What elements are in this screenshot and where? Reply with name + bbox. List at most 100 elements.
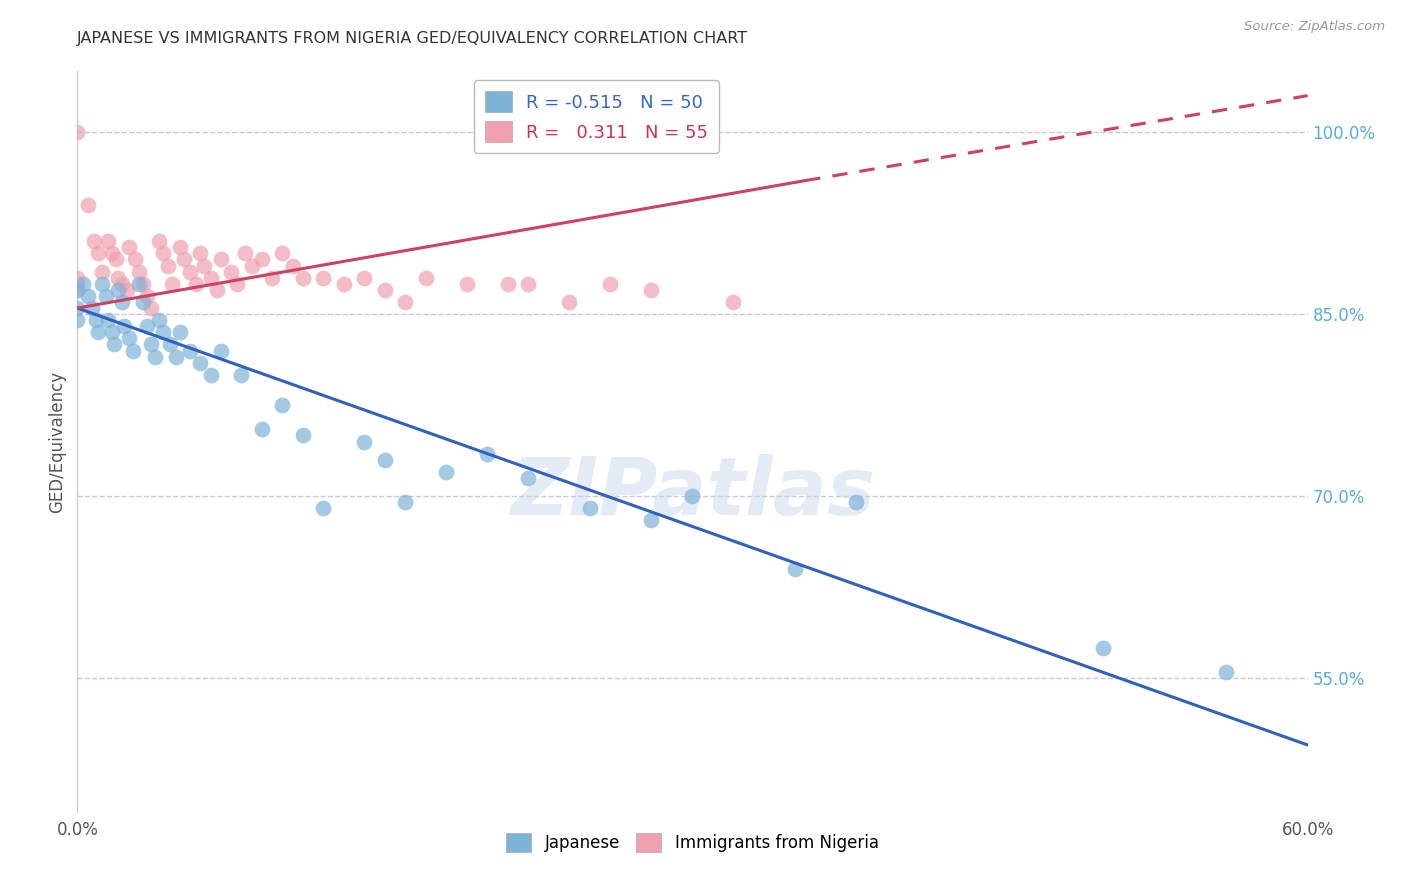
Point <box>394 295 416 310</box>
Point <box>101 246 124 260</box>
Point <box>72 277 94 291</box>
Point <box>599 277 621 291</box>
Point <box>132 295 155 310</box>
Point <box>845 495 868 509</box>
Point <box>333 277 356 291</box>
Point <box>169 326 191 340</box>
Point <box>186 277 208 291</box>
Point <box>117 331 139 345</box>
Point <box>394 495 416 509</box>
Point <box>66 283 89 297</box>
Point <box>353 270 375 285</box>
Point <box>111 277 134 291</box>
Y-axis label: GED/Equivalency: GED/Equivalency <box>48 370 66 513</box>
Point <box>87 326 110 340</box>
Point <box>128 277 150 291</box>
Point <box>250 252 273 267</box>
Point <box>80 301 103 315</box>
Point <box>90 265 114 279</box>
Point <box>271 398 294 412</box>
Point <box>97 313 120 327</box>
Point <box>374 452 396 467</box>
Point <box>281 259 304 273</box>
Point <box>262 270 284 285</box>
Point <box>90 277 114 291</box>
Point <box>141 301 163 315</box>
Point <box>152 246 174 260</box>
Text: ZIPatlas: ZIPatlas <box>510 454 875 533</box>
Point <box>188 356 212 370</box>
Point <box>640 513 662 527</box>
Point <box>76 289 98 303</box>
Point <box>83 234 105 248</box>
Point <box>496 277 519 291</box>
Point <box>124 252 146 267</box>
Point <box>101 326 124 340</box>
Point <box>84 313 107 327</box>
Point <box>188 246 212 260</box>
Point <box>115 283 138 297</box>
Point <box>193 259 215 273</box>
Point <box>1091 640 1114 655</box>
Point <box>148 234 170 248</box>
Point <box>517 471 540 485</box>
Point <box>415 270 437 285</box>
Point <box>436 465 458 479</box>
Point <box>136 289 159 303</box>
Point <box>107 283 129 297</box>
Point <box>103 337 125 351</box>
Point <box>121 343 143 358</box>
Point <box>143 350 166 364</box>
Point <box>200 368 222 382</box>
Point <box>66 125 89 139</box>
Legend: Japanese, Immigrants from Nigeria: Japanese, Immigrants from Nigeria <box>499 826 886 859</box>
Point <box>353 434 375 449</box>
Point <box>291 428 314 442</box>
Point <box>114 319 136 334</box>
Point <box>477 447 499 461</box>
Point <box>783 562 806 576</box>
Point <box>148 313 170 327</box>
Point <box>205 283 228 297</box>
Point <box>517 277 540 291</box>
Point <box>66 277 89 291</box>
Point <box>226 277 249 291</box>
Point <box>235 246 257 260</box>
Point <box>240 259 263 273</box>
Point <box>291 270 314 285</box>
Point <box>231 368 253 382</box>
Point <box>271 246 294 260</box>
Point <box>87 246 110 260</box>
Point <box>179 265 201 279</box>
Point <box>558 295 581 310</box>
Point <box>66 313 89 327</box>
Point <box>200 270 222 285</box>
Point <box>312 270 335 285</box>
Point <box>141 337 163 351</box>
Point <box>209 343 232 358</box>
Point <box>136 319 159 334</box>
Point <box>374 283 396 297</box>
Point <box>209 252 232 267</box>
Point <box>179 343 201 358</box>
Point <box>160 277 183 291</box>
Point <box>156 259 179 273</box>
Point <box>159 337 181 351</box>
Point <box>169 240 191 254</box>
Point <box>66 301 89 315</box>
Point <box>66 270 89 285</box>
Point <box>107 270 129 285</box>
Point <box>117 240 139 254</box>
Point <box>105 252 128 267</box>
Point <box>579 501 602 516</box>
Point <box>219 265 242 279</box>
Point <box>723 295 745 310</box>
Point <box>640 283 662 297</box>
Point <box>1215 665 1237 680</box>
Point <box>132 277 155 291</box>
Point <box>111 295 134 310</box>
Point <box>312 501 335 516</box>
Point <box>250 422 273 436</box>
Point <box>66 283 89 297</box>
Point <box>165 350 187 364</box>
